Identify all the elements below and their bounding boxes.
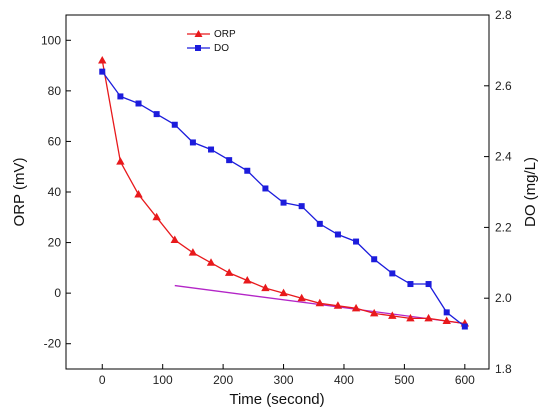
- left-y-tick-label: 0: [54, 286, 61, 300]
- left-y-tick-label: 80: [48, 84, 62, 98]
- orp-point: [188, 248, 198, 256]
- do-point: [407, 281, 414, 288]
- orp-point: [424, 313, 433, 322]
- left-y-tick-label: 20: [48, 236, 62, 250]
- legend: ORP DO: [187, 29, 236, 54]
- do-point: [117, 93, 124, 100]
- orp-point: [388, 311, 397, 319]
- do-point: [189, 139, 196, 146]
- orp-point: [134, 190, 143, 198]
- orp-point: [279, 288, 288, 297]
- plot-frame: [65, 14, 490, 370]
- left-y-tick-label: -20: [44, 337, 62, 351]
- do-point: [353, 238, 360, 245]
- right-y-tick-label: 2.2: [495, 220, 512, 234]
- x-tick-label: 0: [99, 373, 106, 387]
- orp-point: [442, 316, 451, 324]
- x-tick-label: 400: [334, 373, 354, 387]
- legend-orp-marker: [194, 30, 203, 37]
- right-y-tick-label: 2.0: [495, 291, 512, 305]
- do-point: [298, 203, 305, 210]
- left-y-tick-label: 40: [48, 185, 62, 199]
- do-point: [334, 231, 341, 238]
- x-tick-label: 500: [394, 373, 414, 387]
- orp-point: [152, 212, 161, 221]
- do-series-line: [101, 71, 466, 328]
- x-tick-label: 600: [455, 373, 475, 387]
- right-y-tick-label: 2.8: [495, 8, 512, 22]
- orp-point: [333, 301, 343, 309]
- orp-point: [116, 157, 125, 165]
- left-y-tick-label: 100: [41, 33, 61, 47]
- right-y-tick-label: 2.4: [495, 150, 512, 164]
- legend-do-marker: [195, 45, 201, 51]
- legend-do-label: DO: [214, 43, 229, 54]
- do-point: [389, 270, 396, 277]
- do-point: [171, 121, 178, 128]
- orp-point: [297, 293, 306, 302]
- right-y-tick-label: 1.8: [495, 362, 512, 376]
- do-point: [135, 100, 142, 107]
- orp-point: [224, 268, 234, 276]
- do-point: [371, 256, 378, 263]
- right-y-axis-title: DO (mg/L): [522, 157, 539, 227]
- axis-ticks: 0 100 200 300 400 500 600 -20 0 20 40 60 80 100 1.8 2.0…: [41, 8, 512, 387]
- left-y-tick-label: 60: [48, 134, 62, 148]
- x-tick-label: 200: [213, 373, 233, 387]
- x-tick-label: 300: [274, 373, 294, 387]
- do-point: [280, 199, 287, 206]
- do-point: [153, 111, 160, 118]
- orp-point: [170, 235, 179, 244]
- do-point: [244, 167, 251, 174]
- legend-orp-label: ORP: [214, 29, 236, 40]
- do-point: [226, 157, 233, 164]
- orp-point: [369, 308, 379, 317]
- orp-point: [243, 276, 252, 284]
- orp-point: [261, 283, 270, 292]
- orp-point: [315, 298, 324, 307]
- orp-point: [351, 303, 361, 312]
- orp-point: [406, 313, 415, 322]
- do-point: [99, 68, 106, 75]
- left-y-axis-title: ORP (mV): [11, 158, 28, 227]
- do-point: [443, 309, 450, 316]
- right-y-tick-label: 2.6: [495, 79, 512, 93]
- do-point: [208, 146, 215, 153]
- series-group: [98, 56, 470, 330]
- do-point: [425, 281, 432, 288]
- orp-point: [98, 56, 107, 64]
- do-point: [316, 220, 323, 227]
- x-axis-title: Time (second): [229, 391, 324, 408]
- do-point: [262, 185, 269, 192]
- orp-point: [206, 258, 216, 266]
- x-tick-label: 100: [153, 373, 173, 387]
- do-point: [461, 323, 468, 330]
